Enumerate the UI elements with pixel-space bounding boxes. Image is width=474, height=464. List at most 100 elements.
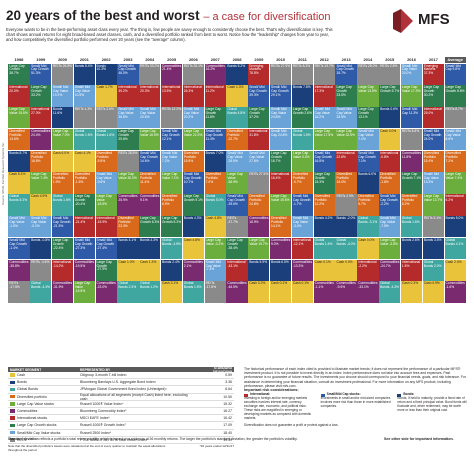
legend-row: Commodities Bloomberg Commodity Index⁵ 16.… <box>8 408 234 416</box>
return-cell: Small/ Mid Cap Growth 7.1% <box>357 150 379 172</box>
return-cell: International 11.2% <box>204 85 226 107</box>
return-cell: Small/ Mid Cap Value 13.3% <box>422 172 444 194</box>
std-deviation-note: Standard deviation reflects a portfolio'… <box>8 437 334 441</box>
return-cell: Global Bonds -4.3% <box>30 281 52 303</box>
return-cell: Small/ Mid Cap Value 33.5% <box>335 107 357 129</box>
legend-segment: Diversified portfolio <box>10 395 80 399</box>
return-cell: International 22.8% <box>335 150 357 172</box>
legend-swatch <box>10 430 15 435</box>
return-cell: International -21.4% <box>73 216 95 238</box>
return-cell: REITs 2.8% <box>379 63 401 85</box>
year-label: 2016 <box>407 57 416 62</box>
legend-index: FTSE NAREIT All REITs Total Return Index… <box>80 437 149 442</box>
legend-index: Bloomberg Barclays U.S. Aggregate Bond I… <box>80 380 156 385</box>
legend-sd: 16.42 <box>223 416 232 421</box>
return-cell: International 25.0% <box>422 107 444 129</box>
return-cell: International 6.2% <box>444 194 466 216</box>
return-cell: Diversified Portfolio 6.9% <box>160 194 183 216</box>
return-cell: Bonds 4.3% <box>139 237 161 260</box>
return-cell: Commodities 18.9% <box>248 216 270 238</box>
legend-header-sd: STANDARD DEVIATION* <box>213 365 232 374</box>
rank-row: Large Cap Growth 38.7% Small/ Mid Cap Gro… <box>8 63 466 85</box>
risk-column-title: International: <box>250 392 271 397</box>
return-cell: Small/ Mid Cap Value 20.0% <box>400 63 423 85</box>
return-cell: Large Cap Value 32.5% <box>335 128 357 151</box>
return-cell: Small/ Mid Cap Value 7.2% <box>160 150 183 172</box>
return-cell: Small/ Mid Cap Value -0.1% <box>30 216 52 238</box>
return-cell: REITs 4.3% <box>73 107 95 129</box>
return-cell: International 39.2% <box>117 85 139 107</box>
return-cell: Bonds 5.0% <box>444 216 466 238</box>
return-cell: Global Bonds 1.6% <box>95 128 117 151</box>
return-cell: International 20.3% <box>139 85 161 107</box>
legend-sd: 18.40 <box>223 430 232 435</box>
legend-row: International stocks MSCI EAFE Index⁶ 16.4… <box>8 415 234 423</box>
return-cell: Bonds -2.0% <box>335 216 357 238</box>
return-cell: International 16.4% <box>270 172 292 194</box>
return-cell: Bonds 0.6% <box>379 107 401 129</box>
return-cell: Commodities -33.1% <box>357 281 379 303</box>
return-cell: Global Bonds 1.5% <box>291 128 314 151</box>
rank-row: Commodities -35.8% REITs -4.6% Internation… <box>8 259 466 281</box>
return-cell: Bonds 4.1% <box>117 237 139 260</box>
return-cell: Diversified Portfolio 11.4% <box>139 172 161 194</box>
return-cell: Bonds 11.6% <box>51 107 74 129</box>
legend-index: Russell 1000® Growth Index⁷ <box>80 423 126 428</box>
legend-sd: 17.09 <box>223 423 232 428</box>
return-cell: Cash 0.3% <box>400 281 423 303</box>
return-cell: Cash 4.8% <box>182 237 205 260</box>
return-cell: REITs 12.2% <box>160 107 183 129</box>
return-cell: Diversified Portfolio 15.4% <box>422 150 444 172</box>
return-cell: Large Cap Growth 5.3% <box>160 216 183 238</box>
legend-row: Diversified portfolio Equal allocations o… <box>8 393 234 401</box>
legend-index: JPMorgan Global Government Bond Index (U… <box>80 387 167 392</box>
legend-swatch <box>10 402 15 406</box>
rank-row: Bonds 8.7% Diversified Portfolio 16.8% Cas… <box>8 150 466 172</box>
risk-swatch <box>244 393 248 397</box>
risk-column: Small/Mid Cap stocks: Investments in smal… <box>320 392 392 420</box>
return-cell: Global Bonds 5.0% <box>204 194 226 216</box>
return-cell: Small/ Mid Cap Value -9.6% <box>95 172 117 194</box>
intro-paragraph: Everyone wants to be in the best-perform… <box>6 27 333 43</box>
return-cell: Large Cap Value 7.1% <box>160 172 183 194</box>
return-cell: Commodities -23.0% <box>95 281 117 303</box>
return-cell: Small/ Mid Cap Growth -27.3% <box>73 237 95 260</box>
return-cell: Commodities -35.8% <box>8 259 30 281</box>
return-cell: Small/ Mid Cap Value -7.5% <box>379 216 401 238</box>
return-cell: Cash 0.1% <box>270 281 292 303</box>
return-cell: Small/ Mid Cap Growth -39.6% <box>226 194 248 216</box>
risk-column-title: Bonds: <box>403 392 415 397</box>
risk-column-heading: Bonds: <box>397 392 468 397</box>
return-cell: Bonds 10.3% <box>95 63 117 85</box>
return-cell: Commodities 9.1% <box>139 194 161 216</box>
rank-row: Diversified Portfolio 13.6% Commodities 2… <box>8 128 466 151</box>
return-cell: Small/ Mid Cap Value 36.8% <box>117 107 139 129</box>
legend-swatch <box>10 423 15 428</box>
legend-row: REITs FTSE NAREIT All REITs Total Return … <box>8 437 234 444</box>
return-cell: International 17.3% <box>313 85 335 107</box>
return-cell: Bonds 4.3% <box>182 216 205 238</box>
return-cell: REITs 28.5% <box>117 150 139 172</box>
return-cell: Diversified Portfolio 7.2% <box>444 150 466 172</box>
return-cell: Diversified Portfolio 5.7% <box>357 194 379 216</box>
return-cell: Large Cap Growth 33.2% <box>30 85 52 107</box>
return-cell: Large Cap Value -15.5% <box>95 194 117 216</box>
return-cell: Global Bonds 1.5% <box>182 281 205 303</box>
legend-index: Citigroup 3-month T-bill Index¹ <box>80 373 127 378</box>
return-cell: Commodities 2.1% <box>182 259 205 281</box>
return-cell: Small/ Mid Cap Growth -27.4% <box>95 237 117 260</box>
return-cell: REITs -17.5% <box>8 281 30 303</box>
risk-column-text: Investments in small and/or mid-sized co… <box>320 396 391 408</box>
year-label: 2009 <box>254 57 264 62</box>
return-cell: Cash 4.8% <box>204 216 226 238</box>
return-cell: Cash 1.7% <box>95 85 117 107</box>
rank-row: Small/ Mid Cap Value -1.5% Small/ Mid Cap… <box>8 216 466 238</box>
return-cell: Cash 2.0% <box>444 259 466 281</box>
legend-swatch <box>10 373 15 377</box>
return-cell: Small/ Mid Cap Growth 35.7% <box>335 63 357 85</box>
return-cell: Large Cap Growth 38.7% <box>8 63 30 85</box>
return-cell: Cash 0.9% <box>422 281 444 303</box>
return-cell: Small/ Mid Cap Growth -1.4% <box>8 237 30 260</box>
return-cell: Large Cap Growth 30.2% <box>422 85 444 107</box>
return-cell: Bonds 2.4% <box>160 259 183 281</box>
